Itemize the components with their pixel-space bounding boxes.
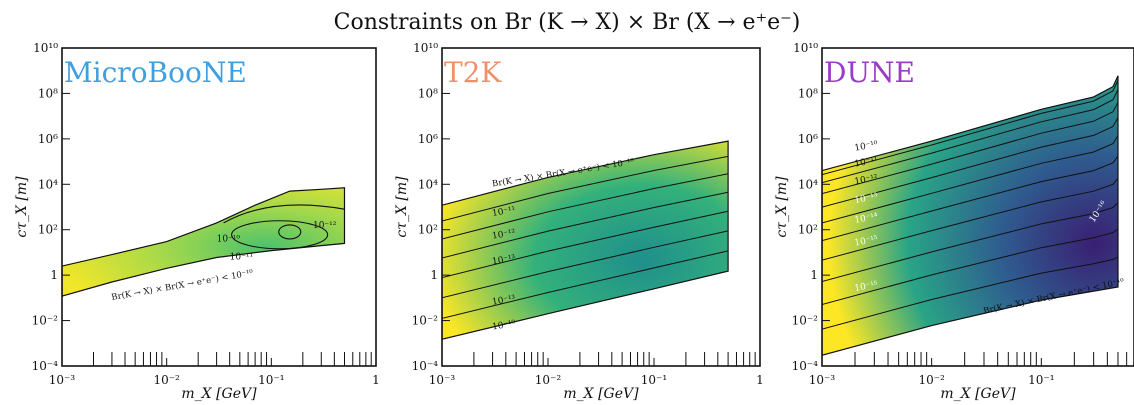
allowed-region	[442, 140, 729, 340]
panel-title: MicroBooNE	[64, 56, 247, 89]
contour-label: 10⁻¹³	[491, 294, 516, 308]
contour-line	[822, 256, 1119, 330]
x-axis-label: m_X [GeV]	[181, 386, 257, 402]
x-tick-label: 10⁻²	[153, 373, 180, 387]
y-axis-label: cτ_X [m]	[14, 176, 30, 238]
x-tick-label: 1	[756, 373, 764, 387]
contour-label: 10⁻¹⁰	[854, 140, 879, 154]
panel-dune: 10⁻³ 10⁻² 10⁻¹ 10⁻⁴ 10⁻² 1 10² 10⁴ 10⁶ 10⁸ 10¹⁰ m_X…	[774, 41, 1134, 402]
y-tick-label: 1	[430, 268, 438, 282]
contour-line	[442, 155, 729, 222]
contour-line	[442, 250, 729, 319]
contour-line	[822, 202, 1119, 282]
y-tick-label: 10¹⁰	[413, 41, 438, 55]
contour-line	[442, 173, 729, 240]
y-tick-label: 10⁻⁴	[32, 359, 59, 373]
contour-line	[822, 89, 1119, 184]
axes-frame	[441, 47, 761, 367]
contour-line	[442, 210, 729, 279]
allowed-region	[62, 187, 346, 297]
contour-label: 10⁻¹¹	[854, 156, 879, 170]
sensitivity-region	[62, 187, 346, 297]
contour-line	[231, 220, 329, 250]
y-tick-label: 10⁻²	[32, 314, 59, 328]
y-tick-label: 10²	[418, 223, 438, 237]
y-tick-label: 10⁶	[798, 132, 818, 146]
contour-label: 10⁻¹³	[491, 254, 516, 268]
x-tick-label: 10⁻²	[535, 373, 562, 387]
y-tick-label: 10⁸	[418, 86, 438, 100]
y-tick-label: 10⁻⁴	[792, 359, 819, 373]
y-tick-label: 1	[50, 268, 58, 282]
sensitivity-region	[442, 140, 729, 340]
y-tick-label: 10²	[38, 223, 58, 237]
x-axis-label: m_X [GeV]	[940, 386, 1016, 402]
y-tick-label: 10⁴	[418, 177, 438, 191]
contour-label: 10⁻¹⁰	[217, 235, 241, 245]
panel-title: DUNE	[824, 56, 915, 89]
axes-frame	[821, 47, 1134, 367]
contour-label: 10⁻¹¹	[230, 252, 253, 262]
y-tick-label: 10⁸	[38, 86, 58, 100]
x-tick-label: 10⁻¹	[641, 373, 667, 387]
contour-line	[822, 155, 1119, 242]
y-tick-label: 10⁻²	[792, 314, 819, 328]
contour-line	[822, 80, 1119, 176]
x-tick-label: 1	[372, 373, 380, 387]
panel-t2k: 10⁻³ 10⁻² 10⁻¹ 1 10⁻⁴ 10⁻² 1 10² 10⁴ 10⁶ 10⁸ 10¹⁰ m_…	[394, 41, 764, 402]
figure-suptitle: Constraints on Br (K → X) × Br (X → e⁺e⁻…	[333, 10, 801, 35]
x-tick-label: 10⁻¹	[1028, 373, 1054, 387]
y-axis-label: cτ_X [m]	[774, 176, 790, 238]
contour-line	[822, 101, 1119, 195]
x-tick-label: 10⁻¹	[258, 373, 284, 387]
contour-label: 10⁻¹³	[854, 192, 879, 206]
contour-line	[822, 177, 1119, 261]
y-tick-label: 10⁴	[798, 177, 818, 191]
axes-frame	[61, 47, 377, 367]
contour-label: 10⁻¹⁵	[854, 235, 879, 249]
allowed-region	[822, 75, 1119, 356]
x-tick-label: 10⁻²	[918, 373, 945, 387]
y-axis-label: cτ_X [m]	[394, 176, 410, 238]
sensitivity-region	[822, 75, 1119, 356]
y-tick-label: 10¹⁰	[33, 41, 58, 55]
contour-line	[822, 228, 1119, 305]
contour-line	[278, 224, 302, 240]
x-tick-label: 10⁻³	[809, 373, 836, 387]
contour-label: 10⁻¹⁴	[854, 212, 879, 226]
contour-line	[822, 135, 1119, 224]
contour-label: 10⁻¹¹	[491, 205, 516, 219]
contour-label: 10⁻¹⁰	[491, 319, 516, 333]
y-tick-label: 10⁴	[38, 177, 58, 191]
contour-label: 10⁻¹²	[854, 173, 879, 187]
contour-line	[442, 191, 729, 259]
contour-line	[822, 117, 1119, 208]
panel-microboone: 10⁻³ 10⁻² 10⁻¹ 1 10⁻⁴ 10⁻² 1 10² 10⁴ 10⁶ 10⁸ 10¹⁰ m_…	[14, 41, 380, 402]
y-tick-label: 10¹⁰	[793, 41, 818, 55]
contour-line	[442, 230, 729, 299]
contour-line	[223, 204, 345, 224]
y-tick-label: 10⁻⁴	[412, 359, 439, 373]
y-tick-label: 10²	[798, 223, 818, 237]
y-tick-label: 10⁶	[418, 132, 438, 146]
x-tick-label: 10⁻³	[49, 373, 76, 387]
y-tick-label: 1	[810, 268, 818, 282]
x-axis-label: m_X [GeV]	[563, 386, 639, 402]
y-tick-label: 10⁻²	[412, 314, 439, 328]
panel-title: T2K	[444, 56, 502, 89]
y-tick-label: 10⁸	[798, 86, 818, 100]
contour-label: 10⁻¹²	[491, 228, 516, 242]
y-tick-label: 10⁶	[38, 132, 58, 146]
x-tick-label: 10⁻³	[429, 373, 456, 387]
contour-label: 10⁻¹²	[313, 221, 337, 231]
contour-label: 10⁻¹⁵	[854, 280, 879, 294]
